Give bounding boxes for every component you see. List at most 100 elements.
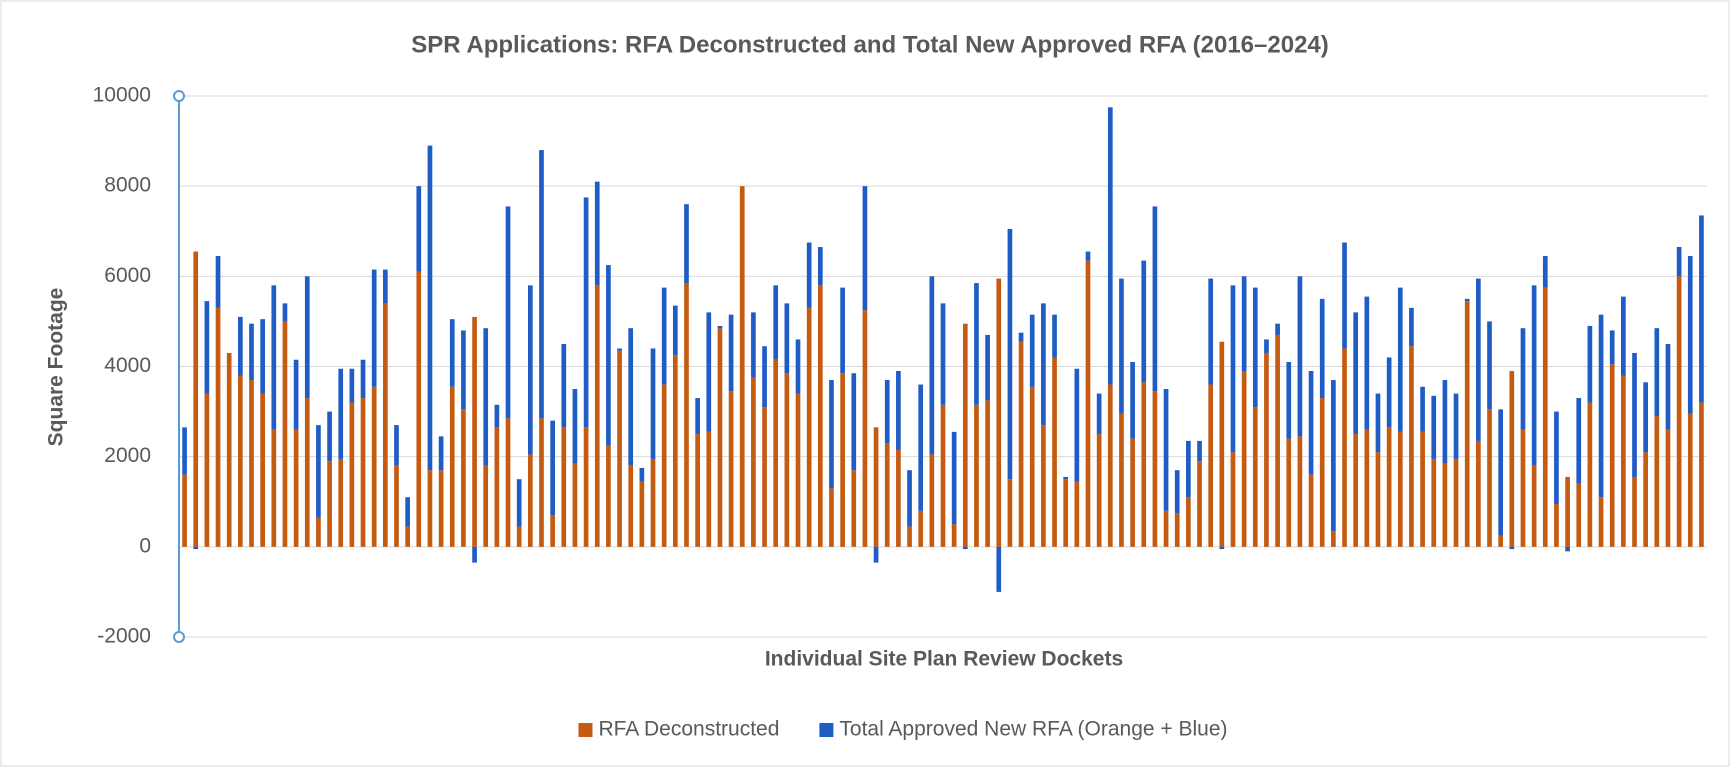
bar-segment — [1252, 407, 1258, 547]
bar-segment — [1230, 452, 1236, 547]
bar-segment — [851, 470, 857, 547]
bar-segment — [1476, 278, 1481, 441]
bar-segment — [1621, 375, 1626, 547]
bar-segment — [338, 368, 344, 459]
bar-segment — [349, 402, 355, 547]
bar-segment — [717, 325, 723, 329]
bar-segment — [606, 445, 611, 547]
bar-segment — [293, 359, 299, 430]
bar-segment — [405, 526, 410, 547]
bar-segment — [974, 283, 979, 405]
bar-segment — [762, 346, 767, 408]
axis-handle — [173, 631, 185, 643]
bar-segment — [962, 323, 968, 547]
bar-segment — [516, 526, 522, 547]
bar-segment — [260, 393, 265, 547]
bar-segment — [851, 373, 857, 471]
bar-segment — [1197, 440, 1202, 462]
bar-segment — [795, 339, 801, 394]
bar-segment — [505, 418, 511, 547]
bar-segment — [1375, 452, 1381, 547]
bar-segment — [1342, 348, 1347, 547]
bar-segment — [1063, 479, 1069, 547]
bar-segment — [1264, 352, 1269, 547]
bar-segment — [1420, 431, 1425, 547]
bar-segment — [1275, 323, 1280, 335]
bar-segment — [940, 404, 946, 547]
bar-segment — [505, 206, 511, 419]
bar-segment — [594, 285, 600, 547]
bar-segment — [1297, 276, 1303, 437]
bar-segment — [706, 312, 712, 432]
bar-segment — [226, 352, 232, 547]
bar-segment — [416, 186, 422, 272]
bar-segment — [1308, 371, 1314, 475]
bar-segment — [639, 467, 645, 482]
bar-segment — [684, 204, 689, 284]
bar-segment — [1665, 343, 1671, 430]
bar-segment — [304, 276, 310, 399]
bar-segment — [1431, 395, 1437, 459]
bar-segment — [1141, 260, 1147, 383]
bar-segment — [1386, 427, 1392, 547]
bar-segment — [1029, 314, 1035, 387]
bar-segment — [1319, 398, 1325, 547]
bar-segment — [1576, 398, 1582, 484]
bar-segment — [1554, 411, 1559, 505]
bar-segment — [751, 312, 756, 378]
bar-segment — [394, 465, 399, 547]
bar-segment — [394, 425, 399, 466]
bar-segment — [494, 427, 500, 547]
bar-segment — [1096, 393, 1102, 435]
bar-segment — [617, 348, 622, 351]
bar-segment — [1598, 497, 1604, 547]
bar-segment — [1520, 429, 1526, 547]
bar-segment — [695, 434, 700, 547]
bar-segment — [1286, 438, 1292, 547]
bar-segment — [327, 411, 332, 462]
bar-segment — [293, 429, 299, 547]
bar-segment — [461, 409, 466, 547]
bar-segment — [583, 197, 589, 428]
bar-segment — [1241, 371, 1247, 547]
y-tick-label: 4000 — [104, 354, 151, 377]
bar-segment — [182, 474, 187, 547]
bar-segment — [204, 393, 210, 547]
bar-segment — [784, 303, 790, 374]
bar-segment — [862, 310, 868, 547]
bar-segment — [271, 429, 277, 547]
bar-segment — [1409, 307, 1414, 347]
bar-segment — [1174, 513, 1180, 547]
bar-segment — [1219, 546, 1225, 550]
bar-segment — [1487, 321, 1492, 410]
bar-segment — [527, 285, 533, 455]
bar-segment — [238, 375, 243, 547]
bar-segment — [449, 386, 455, 547]
bar-segment — [1052, 314, 1057, 358]
bar-segment — [739, 186, 745, 547]
bar-segment — [1386, 357, 1392, 428]
bar-segment — [1342, 242, 1347, 349]
bar-segment — [405, 497, 410, 527]
bar-segment — [1174, 470, 1180, 514]
bar-segment — [327, 461, 332, 547]
bar-segment — [1208, 384, 1214, 547]
bar-segment — [1676, 247, 1682, 277]
bar-segment — [1219, 341, 1225, 547]
bar-segment — [382, 269, 388, 304]
bar-segment — [1364, 429, 1370, 547]
bar-segment — [1699, 215, 1704, 403]
bar-segment — [1186, 440, 1191, 498]
bar-segment — [1498, 535, 1504, 547]
bar-segment — [751, 377, 756, 547]
bar-segment — [1308, 474, 1314, 547]
bar-segment — [1520, 328, 1526, 430]
y-tick-label: 8000 — [104, 174, 151, 197]
legend-label: Total Approved New RFA (Orange + Blue) — [839, 718, 1227, 741]
bar-segment — [1554, 504, 1559, 547]
bar-segment — [840, 373, 845, 547]
bar-segment — [1107, 384, 1113, 547]
bar-segment — [672, 305, 678, 356]
bar-segment — [483, 328, 489, 466]
legend-label: RFA Deconstructed — [598, 718, 779, 741]
